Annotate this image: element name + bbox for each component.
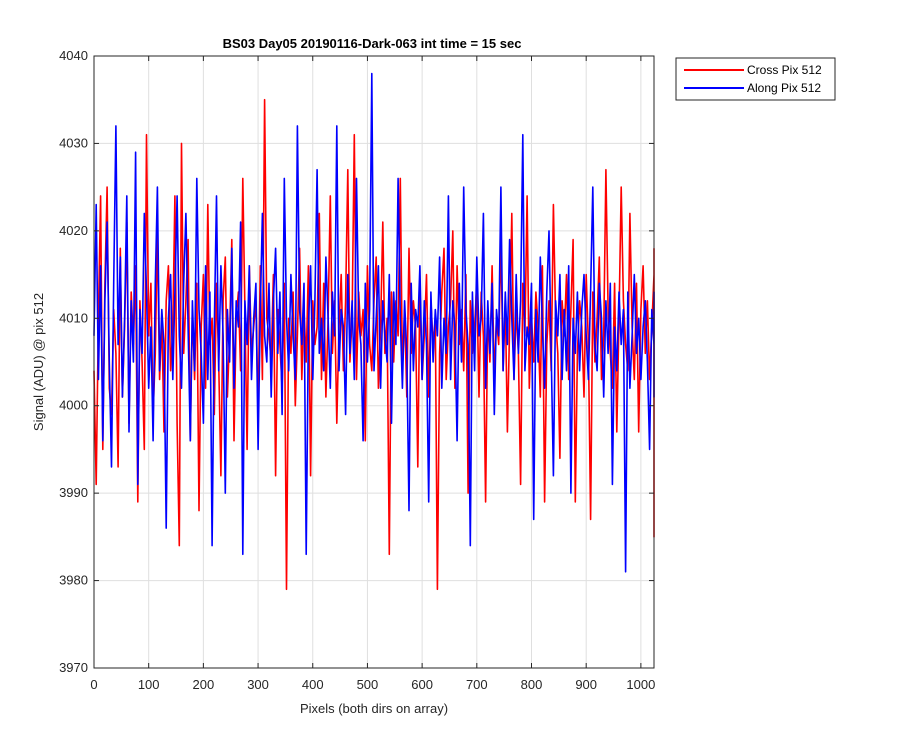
y-axis-label: Signal (ADU) @ pix 512 — [31, 293, 46, 431]
x-axis-label: Pixels (both dirs on array) — [300, 701, 448, 716]
y-tick-label: 3990 — [59, 485, 88, 500]
series-line-0 — [93, 98, 655, 591]
legend-box — [675, 57, 836, 101]
y-tick-label: 4010 — [59, 310, 88, 325]
x-tick-label: 100 — [138, 677, 160, 692]
x-tick-label: 500 — [357, 677, 379, 692]
x-tick-label: 600 — [411, 677, 433, 692]
axis-ticks: 0 100 200 300 400 500 600 700 800 900 1000 3970 3980… — [59, 48, 655, 692]
legend-label-cross: Cross Pix 512 — [747, 63, 822, 77]
x-tick-label: 800 — [521, 677, 543, 692]
x-tick-label: 900 — [575, 677, 597, 692]
y-tick-label: 3970 — [59, 660, 88, 675]
y-tick-label: 4020 — [59, 223, 88, 238]
x-tick-label: 300 — [247, 677, 269, 692]
chart-title: BS03 Day05 20190116-Dark-063 int time = … — [223, 36, 522, 51]
y-tick-label: 3980 — [59, 573, 88, 588]
y-tick-label: 4040 — [59, 48, 88, 63]
legend-label-along: Along Pix 512 — [747, 81, 821, 95]
x-tick-label: 1000 — [626, 677, 655, 692]
y-tick-label: 4030 — [59, 135, 88, 150]
x-tick-label: 400 — [302, 677, 324, 692]
y-tick-label: 4000 — [59, 398, 88, 413]
x-tick-label: 0 — [90, 677, 97, 692]
plot-frame — [93, 55, 655, 669]
series-line-1 — [93, 72, 655, 573]
x-tick-label: 700 — [466, 677, 488, 692]
plot-series-group — [93, 72, 655, 591]
x-tick-label: 200 — [193, 677, 215, 692]
legend: Cross Pix 512 Along Pix 512 — [675, 57, 836, 101]
